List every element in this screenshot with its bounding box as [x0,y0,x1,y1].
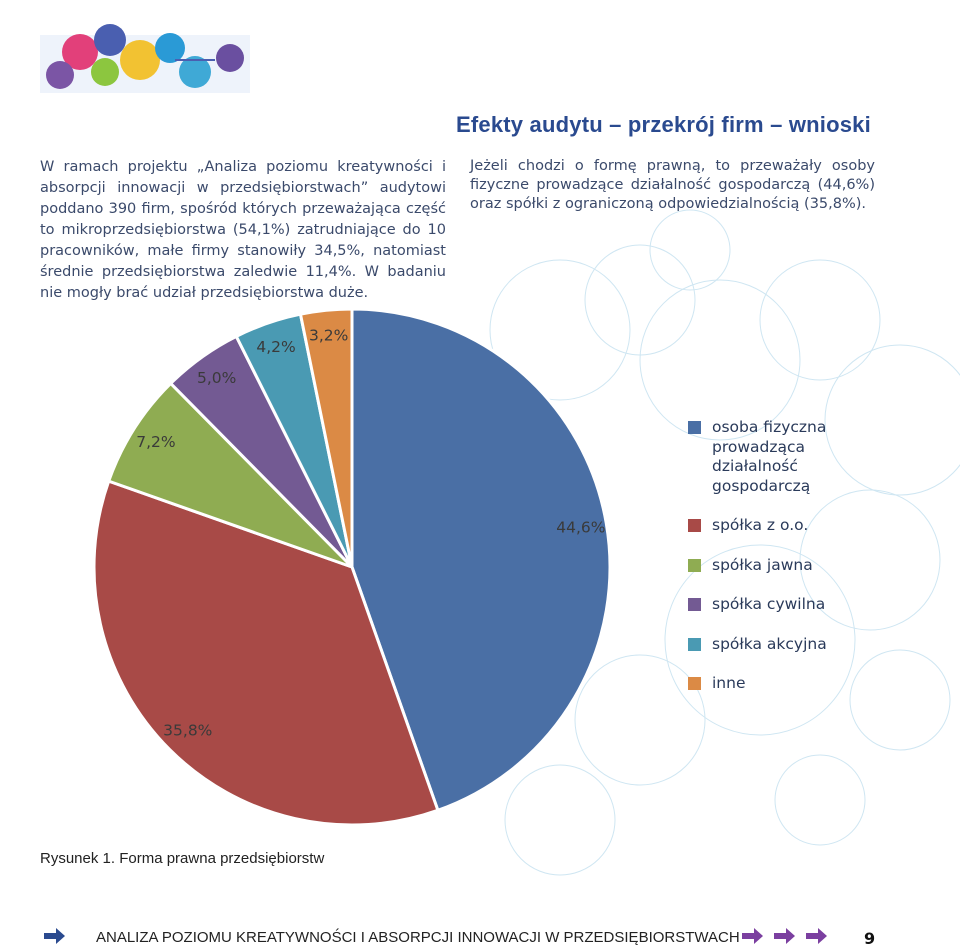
slice-label: 5,0% [197,369,236,387]
legend-label: spółka jawna [712,555,813,574]
legend-item: inne [688,674,838,694]
legend-swatch [688,677,701,690]
slice-label: 7,2% [136,433,175,451]
legend-item: spółka z o.o. [688,516,838,536]
slice-label: 4,2% [256,338,295,356]
intro-right: Jeżeli chodzi o formę prawną, to przeważ… [470,158,875,212]
legend-item: spółka akcyjna [688,635,838,655]
legend-swatch [688,421,701,434]
legend-item: spółka jawna [688,556,838,576]
slice-label: 35,8% [163,722,212,740]
legend-label: osoba fizyczna prowadząca działalność go… [712,418,827,495]
pie-slice [106,381,354,569]
legend: osoba fizyczna prowadząca działalność go… [688,418,838,714]
legend-swatch [688,519,701,532]
slice-label: 44,6% [556,518,605,536]
slice-label: 3,2% [309,326,348,344]
header-illustration [40,24,250,93]
decoration [489,209,960,876]
legend-label: spółka cywilna [712,595,826,613]
pie-slice [298,307,354,568]
legend-swatch [688,598,701,611]
pie-slice [350,307,612,813]
footer-arrows [44,928,827,944]
legend-item: spółka cywilna [688,595,838,615]
footer-text: ANALIZA POZIOMU KREATYWNOŚCI I ABSORPCJI… [96,929,740,946]
figure-caption: Rysunek 1. Forma prawna przedsiębiorstw [40,850,325,867]
page-number: 9 [864,929,876,947]
legend-swatch [688,558,701,572]
legend-label: spółka z o.o. [712,516,809,534]
legend-label: inne [712,674,746,692]
intro-left: W ramach projektu „Analiza poziomu kreat… [40,159,446,301]
legend-swatch [688,637,701,651]
page-title: Efekty audytu – przekrój firm – wnioski [456,112,871,137]
legend-label: spółka akcyjna [712,634,827,653]
pie-chart: 44,6% 35,8% 7,2% 5,0% 4,2% 3,2% [92,307,612,827]
legend-item: osoba fizyczna prowadząca działalność go… [688,418,838,496]
